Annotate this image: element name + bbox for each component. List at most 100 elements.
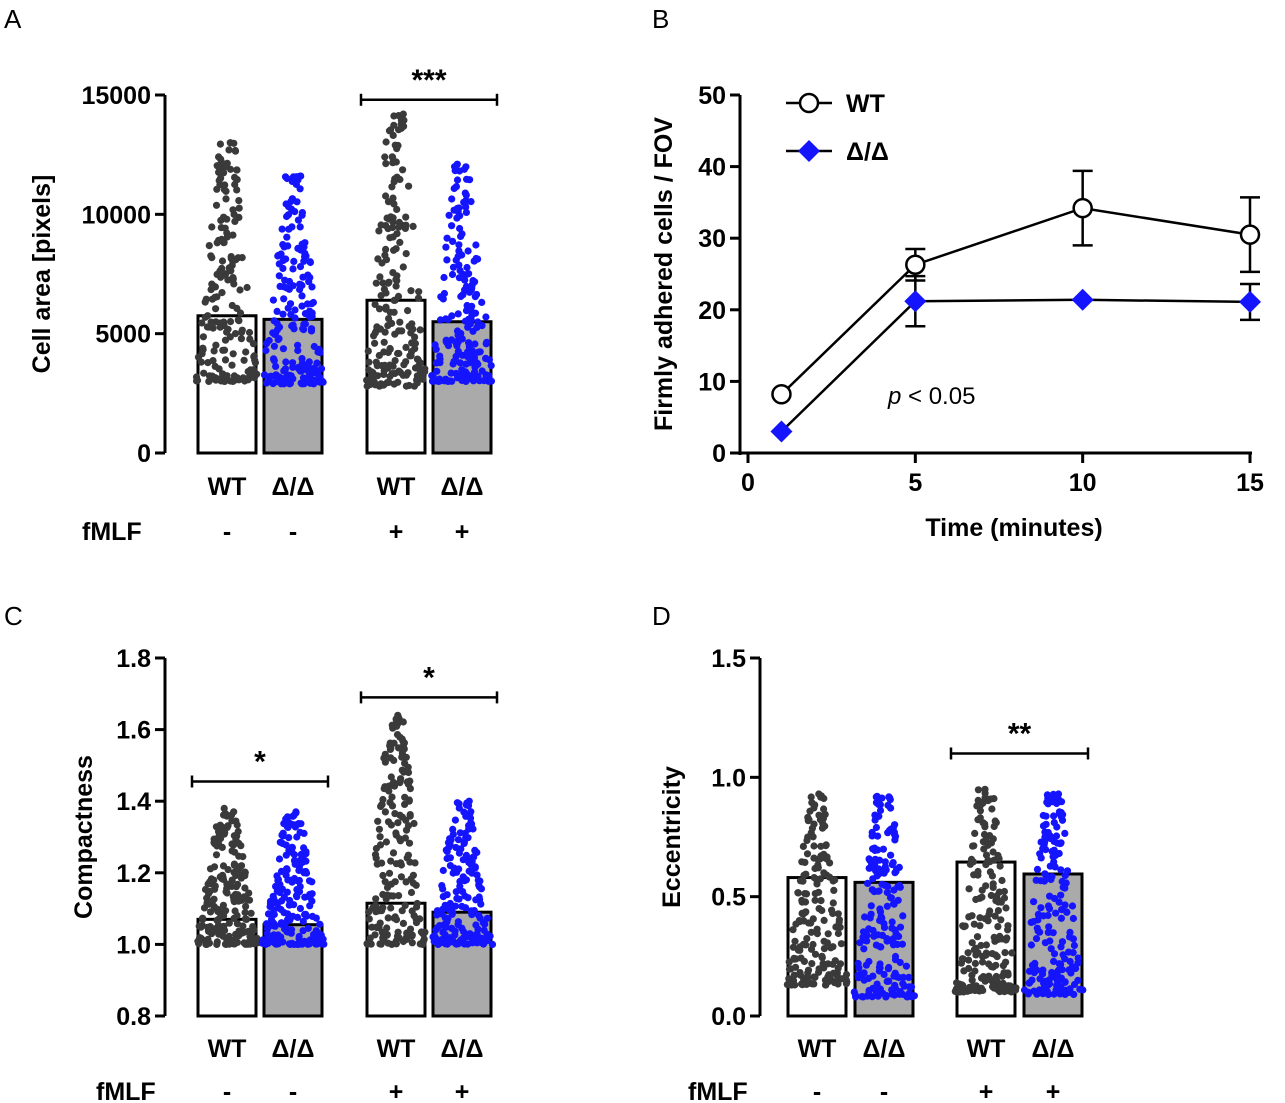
data-point xyxy=(870,932,878,940)
data-point xyxy=(476,877,484,885)
data-point xyxy=(399,166,407,174)
data-point xyxy=(410,382,418,390)
data-point xyxy=(878,880,886,888)
data-point xyxy=(823,871,831,879)
data-point xyxy=(304,310,312,318)
data-point xyxy=(216,323,224,331)
data-point xyxy=(898,940,907,948)
data-point xyxy=(1066,933,1074,941)
data-point xyxy=(1070,941,1078,950)
data-point xyxy=(973,802,981,810)
y-axis-label: Firmly adhered cells / FOV xyxy=(650,117,678,431)
data-point xyxy=(405,182,413,190)
data-point xyxy=(877,943,885,951)
y-tick-label: 10 xyxy=(698,368,726,396)
data-point xyxy=(953,979,961,987)
data-point xyxy=(302,869,311,877)
data-point xyxy=(387,126,395,134)
data-point xyxy=(390,112,398,120)
data-point xyxy=(834,980,842,988)
data-point xyxy=(838,975,846,983)
data-point xyxy=(1033,865,1042,874)
data-point xyxy=(445,211,453,219)
treatment-sign: - xyxy=(813,1078,821,1103)
data-point xyxy=(808,980,816,988)
data-point xyxy=(1031,963,1039,971)
data-point xyxy=(401,759,409,767)
data-point xyxy=(1057,839,1065,847)
data-point xyxy=(223,823,231,832)
data-point xyxy=(372,895,380,903)
data-point xyxy=(387,781,395,789)
data-point xyxy=(376,833,384,841)
treatment-sign: - xyxy=(223,1078,231,1103)
data-point xyxy=(371,901,380,910)
data-point xyxy=(455,241,463,249)
data-point xyxy=(285,277,294,286)
data-point xyxy=(813,925,821,933)
data-point xyxy=(266,903,274,911)
data-point xyxy=(799,842,808,851)
category-label: Δ/Δ xyxy=(441,1035,484,1063)
data-point xyxy=(829,899,837,907)
data-point xyxy=(251,356,259,364)
data-point xyxy=(1055,898,1063,906)
data-point xyxy=(974,871,982,879)
data-point xyxy=(381,758,389,766)
data-point xyxy=(385,278,393,286)
data-point xyxy=(373,362,381,370)
category-label: WT xyxy=(377,1035,416,1063)
data-point xyxy=(395,223,403,231)
category-label: Δ/Δ xyxy=(1032,1035,1075,1063)
data-point xyxy=(304,924,312,932)
data-point xyxy=(377,221,385,229)
category-label: Δ/Δ xyxy=(441,473,484,501)
data-point xyxy=(1050,837,1058,846)
data-point xyxy=(388,793,396,801)
data-point xyxy=(406,777,414,785)
data-point xyxy=(215,153,223,161)
data-point xyxy=(809,833,817,841)
data-point xyxy=(868,828,876,837)
data-point xyxy=(1070,980,1079,989)
data-point xyxy=(1079,986,1087,994)
data-point xyxy=(1047,945,1055,953)
data-point xyxy=(398,753,406,761)
data-point xyxy=(803,850,812,858)
data-point xyxy=(397,120,405,128)
data-point xyxy=(790,954,798,963)
data-point xyxy=(876,806,885,815)
data-point xyxy=(382,245,390,253)
treatment-sign: + xyxy=(1046,1078,1061,1103)
data-point xyxy=(238,254,246,262)
data-point xyxy=(433,367,441,375)
data-point xyxy=(466,867,474,875)
data-point xyxy=(365,366,373,374)
data-point xyxy=(282,358,290,366)
data-point xyxy=(991,912,999,920)
data-point xyxy=(992,951,1000,959)
data-point xyxy=(446,854,454,862)
data-point xyxy=(212,341,220,349)
data-point xyxy=(881,858,889,866)
data-point xyxy=(820,805,828,813)
data-point xyxy=(802,941,810,949)
data-point xyxy=(230,280,238,288)
data-point xyxy=(482,313,490,321)
data-point xyxy=(410,912,418,920)
data-point xyxy=(250,926,258,934)
data-point xyxy=(996,862,1004,870)
data-point xyxy=(250,374,258,382)
data-point xyxy=(206,908,215,916)
data-point xyxy=(312,939,320,947)
data-point xyxy=(453,176,462,184)
data-point xyxy=(871,811,879,819)
data-point xyxy=(296,883,304,891)
data-point xyxy=(1050,819,1058,827)
data-point xyxy=(1055,960,1063,968)
data-point xyxy=(299,273,307,281)
data-point xyxy=(970,842,978,850)
y-tick-label: 0.0 xyxy=(711,1003,746,1031)
data-point xyxy=(1004,922,1012,930)
data-point xyxy=(203,894,211,902)
